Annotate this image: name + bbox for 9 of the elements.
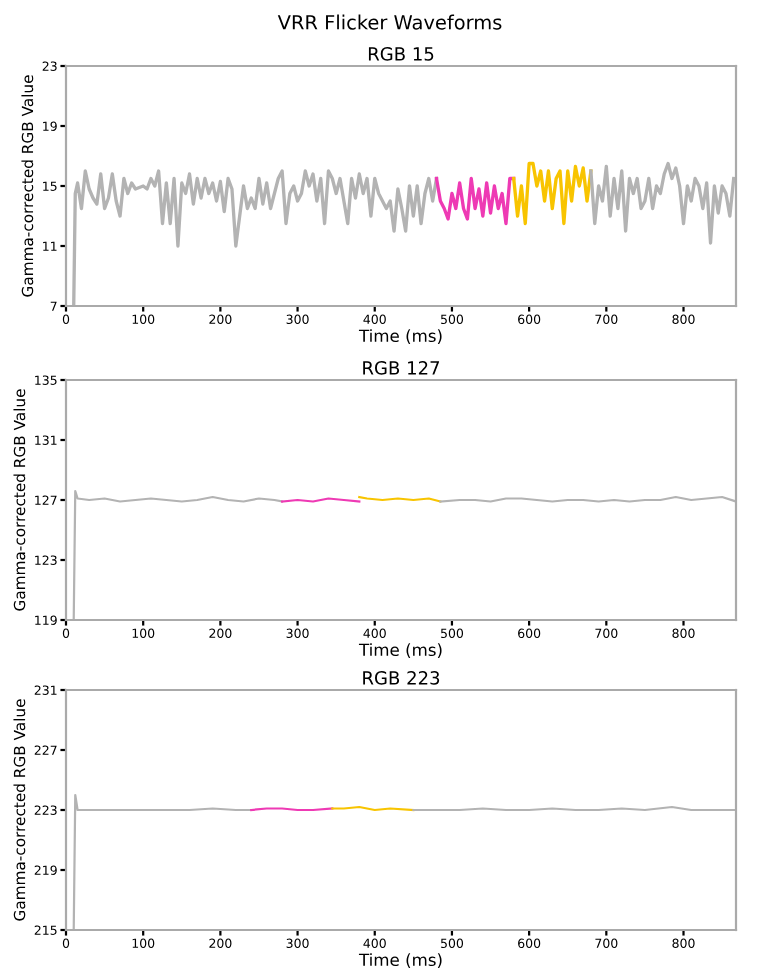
- chart-subtitle: RGB 127: [363, 361, 440, 375]
- x-axis-title: Time (ms): [358, 643, 442, 659]
- x-axis-title: Time (ms): [358, 953, 442, 969]
- line-series: [434, 176, 516, 226]
- chart-title: VRR Flicker Waveforms: [277, 14, 502, 30]
- chart-subtitle: RGB 15: [368, 47, 434, 61]
- chart-subtitle: RGB 223: [363, 671, 440, 685]
- x-axis-title: Time (ms): [358, 329, 442, 345]
- line-series: [512, 161, 593, 226]
